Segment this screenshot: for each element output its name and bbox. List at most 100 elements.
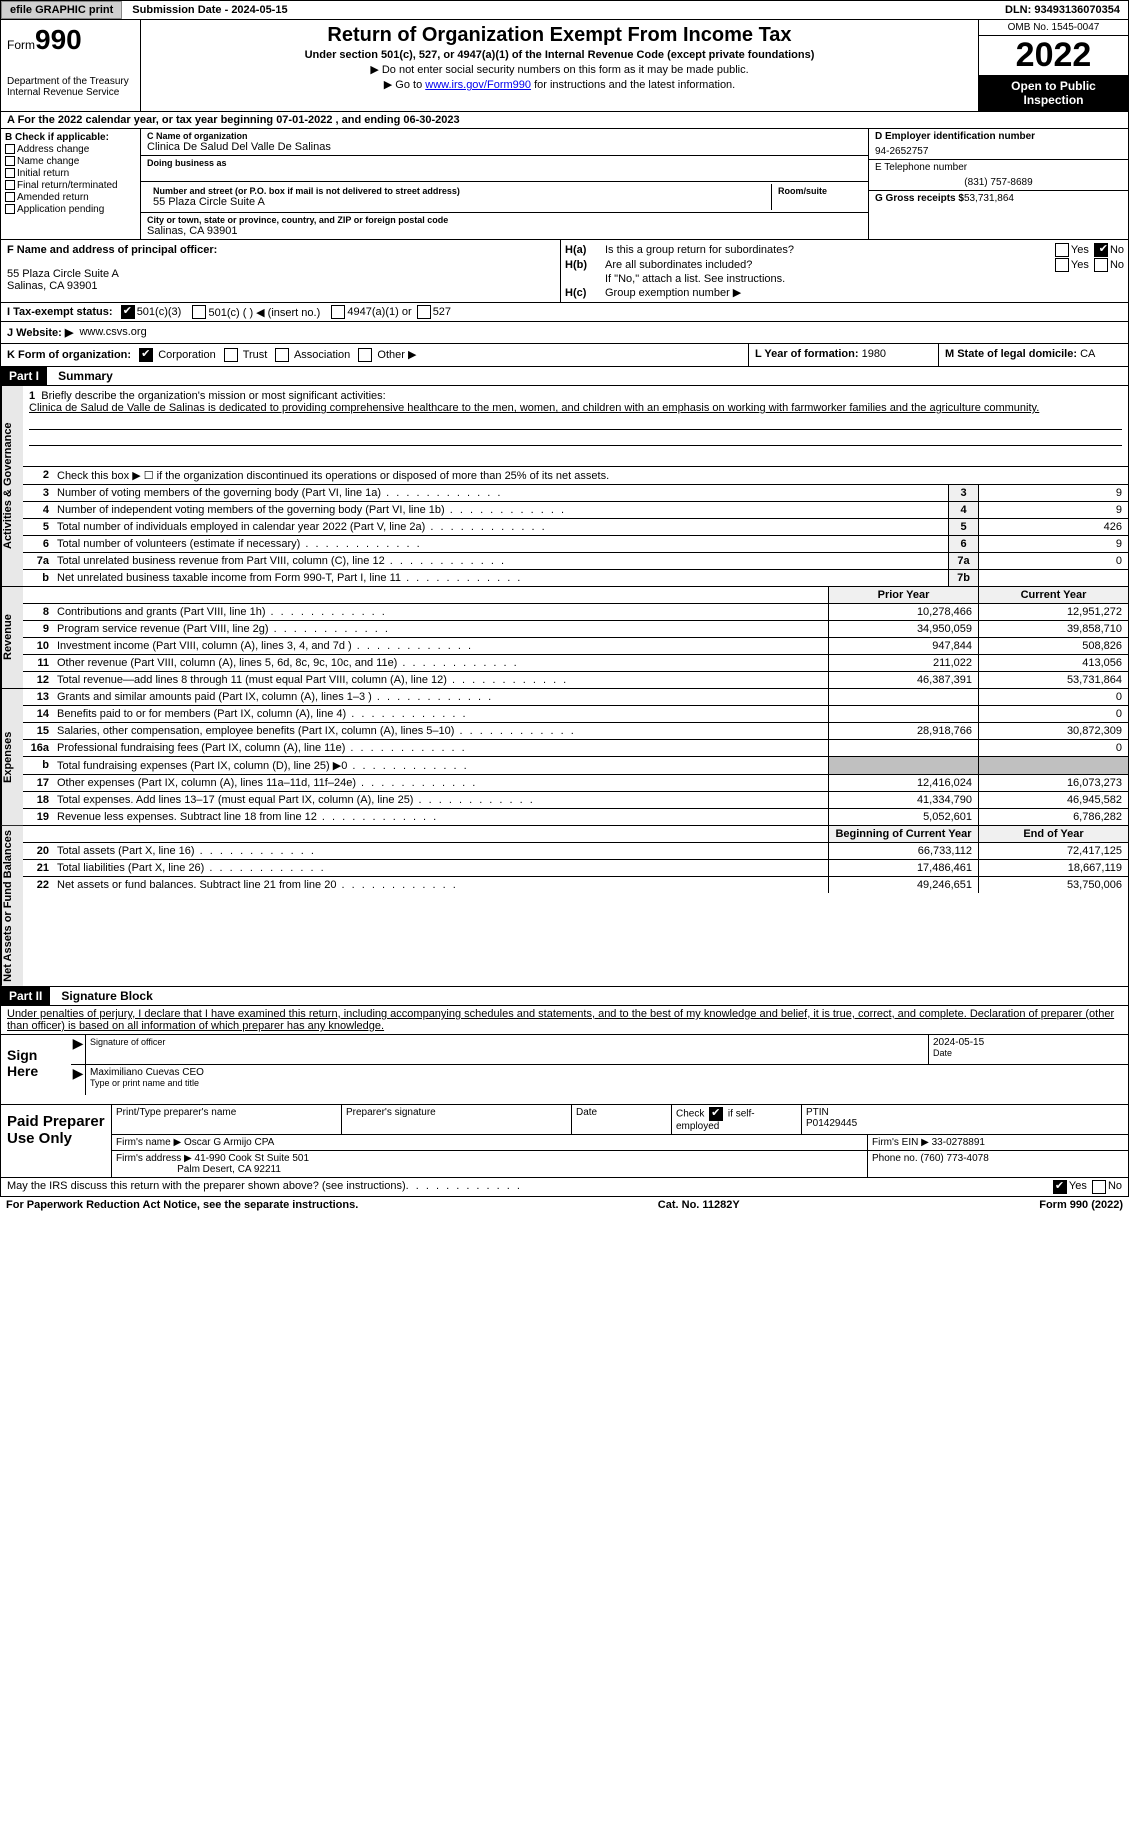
- check-other[interactable]: [358, 348, 372, 362]
- section-net-assets: Net Assets or Fund Balances Beginning of…: [0, 826, 1129, 987]
- efile-print-button[interactable]: efile GRAPHIC print: [1, 1, 122, 19]
- col-f-officer: F Name and address of principal officer:…: [1, 240, 561, 302]
- firm-addr1: 41-990 Cook St Suite 501: [195, 1153, 310, 1164]
- checkbox-app-pending[interactable]: [5, 204, 15, 214]
- officer-addr2: Salinas, CA 93901: [7, 280, 554, 292]
- firm-ein: 33-0278891: [932, 1137, 985, 1148]
- check-corp[interactable]: [139, 348, 153, 362]
- top-bar: efile GRAPHIC print Submission Date - 20…: [0, 0, 1129, 20]
- summary-row: 15Salaries, other compensation, employee…: [23, 723, 1128, 740]
- omb-number: OMB No. 1545-0047: [979, 20, 1128, 36]
- submission-date: Submission Date - 2024-05-15: [124, 2, 295, 18]
- bottom-line: For Paperwork Reduction Act Notice, see …: [0, 1197, 1129, 1213]
- summary-row: 12Total revenue—add lines 8 through 11 (…: [23, 672, 1128, 688]
- checkbox-name-change[interactable]: [5, 156, 15, 166]
- open-to-public: Open to Public Inspection: [979, 75, 1128, 111]
- form-note-ssn: ▶ Do not enter social security numbers o…: [147, 63, 972, 76]
- check-501c[interactable]: [192, 305, 206, 319]
- signature-intro: Under penalties of perjury, I declare th…: [0, 1006, 1129, 1035]
- irs-link[interactable]: www.irs.gov/Form990: [425, 79, 531, 91]
- summary-row: 14Benefits paid to or for members (Part …: [23, 706, 1128, 723]
- check-527[interactable]: [417, 305, 431, 319]
- mission-block: 1 Briefly describe the organization's mi…: [23, 386, 1128, 467]
- ha-yes[interactable]: [1055, 243, 1069, 257]
- state-domicile: CA: [1080, 348, 1095, 360]
- vtab-governance: Activities & Governance: [1, 386, 23, 586]
- sign-here-block: Sign Here ▶ Signature of officer 2024-05…: [0, 1035, 1129, 1105]
- revenue-header-row: Prior Year Current Year: [23, 587, 1128, 604]
- summary-row: 20Total assets (Part X, line 16)66,733,1…: [23, 843, 1128, 860]
- netassets-header-row: Beginning of Current Year End of Year: [23, 826, 1128, 843]
- col-h-group: H(a) Is this a group return for subordin…: [561, 240, 1128, 302]
- dba-label: Doing business as: [147, 158, 862, 168]
- summary-row: 2Check this box ▶ ☐ if the organization …: [23, 467, 1128, 485]
- checkbox-final-return[interactable]: [5, 180, 15, 190]
- check-self-employed[interactable]: [709, 1107, 723, 1121]
- discuss-no[interactable]: [1092, 1180, 1106, 1194]
- header-right: OMB No. 1545-0047 2022 Open to Public In…: [978, 20, 1128, 111]
- summary-row: 22Net assets or fund balances. Subtract …: [23, 877, 1128, 893]
- dln: DLN: 93493136070354: [997, 2, 1128, 18]
- section-revenue: Revenue Prior Year Current Year 8Contrib…: [0, 587, 1129, 689]
- tax-year: 2022: [979, 36, 1128, 75]
- discuss-yes[interactable]: [1053, 1180, 1067, 1194]
- form-header: Form990 Department of the Treasury Inter…: [0, 20, 1129, 112]
- hb-no[interactable]: [1094, 258, 1108, 272]
- summary-row: 6Total number of volunteers (estimate if…: [23, 536, 1128, 553]
- col-end: End of Year: [978, 826, 1128, 842]
- firm-name: Oscar G Armijo CPA: [184, 1137, 274, 1148]
- col-prior-year: Prior Year: [828, 587, 978, 603]
- header-mid: Return of Organization Exempt From Incom…: [141, 20, 978, 111]
- summary-row: 16aProfessional fundraising fees (Part I…: [23, 740, 1128, 757]
- paid-preparer-block: Paid Preparer Use Only Print/Type prepar…: [0, 1105, 1129, 1178]
- section-activities-governance: Activities & Governance 1 Briefly descri…: [0, 386, 1129, 587]
- form-number: 990: [35, 24, 82, 55]
- section-expenses: Expenses 13Grants and similar amounts pa…: [0, 689, 1129, 826]
- ptin: P01429445: [806, 1118, 857, 1129]
- hb-yes[interactable]: [1055, 258, 1069, 272]
- ha-no[interactable]: [1094, 243, 1108, 257]
- row-a-tax-year: A For the 2022 calendar year, or tax yea…: [0, 112, 1129, 129]
- checkbox-address-change[interactable]: [5, 144, 15, 154]
- org-name-label: C Name of organization: [147, 131, 862, 141]
- org-city: Salinas, CA 93901: [147, 225, 862, 237]
- check-assoc[interactable]: [275, 348, 289, 362]
- footer-irs-discuss: May the IRS discuss this return with the…: [0, 1178, 1129, 1197]
- summary-row: 10Investment income (Part VIII, column (…: [23, 638, 1128, 655]
- header-left: Form990 Department of the Treasury Inter…: [1, 20, 141, 111]
- check-501c3[interactable]: [121, 305, 135, 319]
- mission-text: Clinica de Salud de Valle de Salinas is …: [29, 402, 1039, 414]
- ein-label: D Employer identification number: [875, 131, 1035, 142]
- summary-row: 11Other revenue (Part VIII, column (A), …: [23, 655, 1128, 672]
- checkbox-initial-return[interactable]: [5, 168, 15, 178]
- summary-row: 8Contributions and grants (Part VIII, li…: [23, 604, 1128, 621]
- summary-row: bTotal fundraising expenses (Part IX, co…: [23, 757, 1128, 775]
- website-value: www.csvs.org: [79, 326, 146, 339]
- summary-row: 5Total number of individuals employed in…: [23, 519, 1128, 536]
- vtab-netassets: Net Assets or Fund Balances: [1, 826, 23, 986]
- section-fh: F Name and address of principal officer:…: [0, 240, 1129, 303]
- summary-row: 19Revenue less expenses. Subtract line 1…: [23, 809, 1128, 825]
- officer-name: Maximiliano Cuevas CEO: [90, 1067, 204, 1078]
- year-formation: 1980: [862, 348, 886, 360]
- check-4947[interactable]: [331, 305, 345, 319]
- summary-row: 21Total liabilities (Part X, line 26)17,…: [23, 860, 1128, 877]
- col-d-ein-tel: D Employer identification number 94-2652…: [868, 129, 1128, 239]
- summary-row: 17Other expenses (Part IX, column (A), l…: [23, 775, 1128, 792]
- sign-here-label: Sign Here: [1, 1035, 71, 1104]
- gross-value: 53,731,864: [964, 193, 1014, 204]
- col-b-checkboxes: B Check if applicable: Address change Na…: [1, 129, 141, 239]
- city-label: City or town, state or province, country…: [147, 215, 862, 225]
- firm-addr2: Palm Desert, CA 92211: [177, 1164, 281, 1175]
- room-label: Room/suite: [778, 186, 856, 196]
- tel-label: E Telephone number: [875, 162, 1122, 173]
- summary-row: bNet unrelated business taxable income f…: [23, 570, 1128, 586]
- summary-row: 9Program service revenue (Part VIII, lin…: [23, 621, 1128, 638]
- col-beginning: Beginning of Current Year: [828, 826, 978, 842]
- irs-label: Internal Revenue Service: [7, 87, 134, 98]
- officer-addr1: 55 Plaza Circle Suite A: [7, 268, 554, 280]
- section-bcd: B Check if applicable: Address change Na…: [0, 129, 1129, 240]
- check-trust[interactable]: [224, 348, 238, 362]
- part1-header: Part I Summary: [0, 367, 1129, 386]
- checkbox-amended[interactable]: [5, 192, 15, 202]
